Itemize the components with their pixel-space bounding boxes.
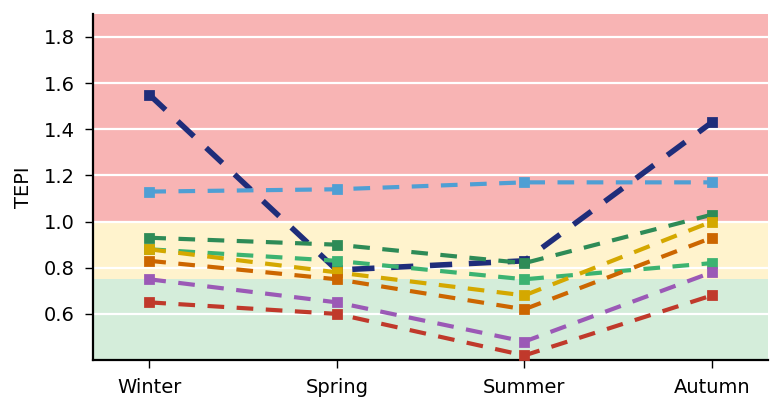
Bar	[93, 279, 768, 360]
Bar	[93, 222, 768, 279]
Y-axis label: TEPI: TEPI	[14, 166, 33, 208]
Bar	[93, 14, 768, 222]
